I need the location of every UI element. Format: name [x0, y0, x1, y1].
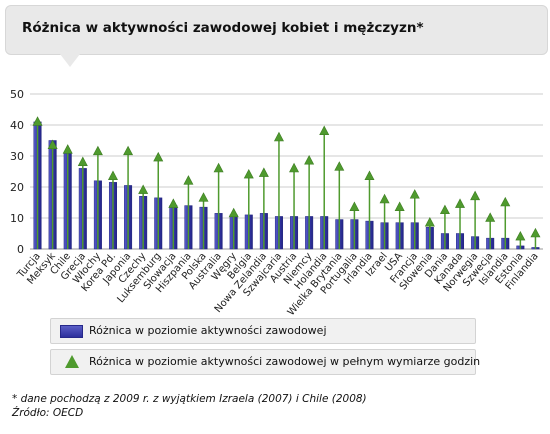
triangle-marker: [515, 230, 526, 241]
chart-title: Różnica w aktywności zawodowej kobiet i …: [22, 20, 424, 36]
y-tick-label: 40: [10, 119, 24, 132]
triangle-marker: [77, 156, 88, 166]
triangle-marker: [364, 170, 375, 180]
triangle-marker: [455, 198, 466, 208]
source-note: Źródło: OECD: [12, 407, 84, 419]
triangle-marker: [319, 125, 330, 135]
y-tick-label: 0: [17, 243, 24, 256]
triangle-marker: [500, 196, 511, 207]
legend-item-markers: Różnica w poziomie aktywności zawodowej …: [50, 349, 480, 375]
triangle-marker: [439, 204, 450, 215]
triangle-marker: [289, 162, 300, 173]
triangle-marker: [243, 168, 254, 179]
triangle-marker: [138, 184, 149, 194]
y-tick-label: 30: [10, 150, 24, 163]
triangle-marker: [228, 207, 239, 218]
triangle-marker: [485, 212, 496, 222]
triangle-marker: [168, 198, 179, 208]
legend-label-bars: Różnica w poziomie aktywności zawodowej: [89, 324, 327, 337]
triangle-marker: [183, 175, 194, 185]
title-banner: Różnica w aktywności zawodowej kobiet i …: [5, 5, 548, 67]
grid: [30, 93, 543, 250]
triangle-marker: [334, 161, 345, 171]
y-axis-ticks: 0 10 20 30 40 50: [10, 88, 24, 256]
triangle-marker: [47, 139, 58, 149]
triangle-marker: [123, 145, 134, 156]
footnote: * dane pochodzą z 2009 r. z wyjątkiem Iz…: [12, 393, 367, 405]
legend-item-bars: Różnica w poziomie aktywności zawodowej: [50, 318, 476, 344]
triangle-marker: [213, 162, 224, 173]
triangle-marker: [273, 131, 284, 142]
triangle-marker: [409, 189, 420, 199]
marker-series: [32, 116, 541, 249]
triangle-marker: [32, 116, 43, 126]
triangle-marker: [92, 145, 103, 156]
bar-swatch: [60, 325, 83, 338]
triangle-marker: [530, 227, 541, 238]
triangle-marker: [470, 190, 481, 201]
triangle-marker: [62, 144, 73, 154]
triangle-marker: [153, 151, 164, 162]
triangle-marker: [304, 155, 315, 165]
triangle-swatch: [65, 355, 79, 368]
triangle-marker: [424, 217, 435, 227]
triangle-marker: [107, 170, 118, 180]
triangle-marker: [394, 201, 405, 211]
legend-label-markers: Różnica w poziomie aktywności zawodowej …: [89, 355, 481, 368]
triangle-marker: [379, 193, 390, 204]
banner-pointer: [60, 54, 80, 67]
triangle-marker: [349, 201, 360, 211]
y-tick-label: 20: [10, 181, 24, 194]
y-tick-label: 10: [10, 212, 24, 225]
y-tick-label: 50: [10, 88, 24, 101]
bar-series: [33, 121, 540, 250]
triangle-marker: [258, 167, 269, 177]
triangle-marker: [198, 192, 209, 202]
